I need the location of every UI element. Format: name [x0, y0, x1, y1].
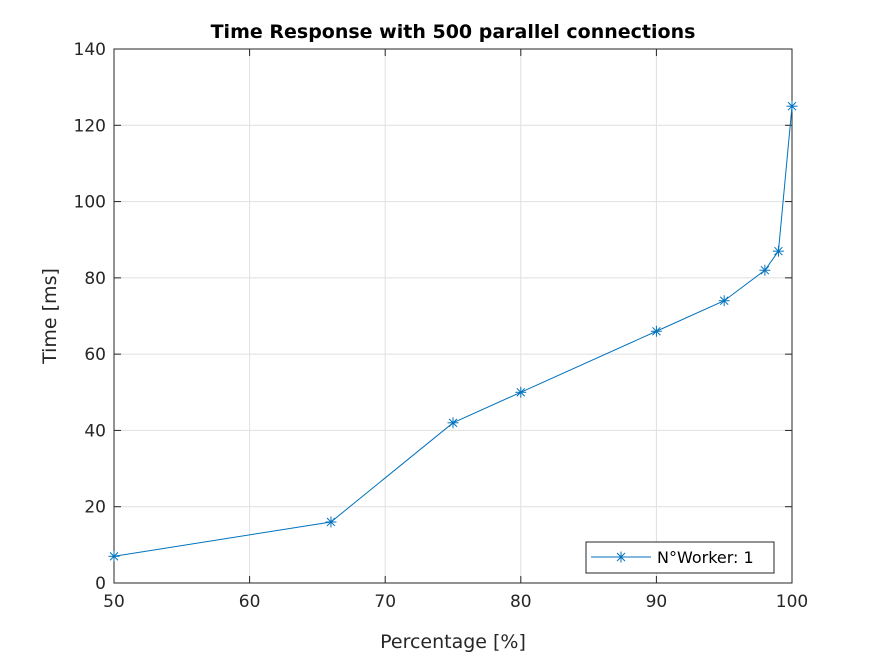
y-tick-label: 80	[84, 269, 106, 289]
data-point	[650, 325, 662, 337]
marker-stroke	[760, 265, 770, 275]
legend-marker-glyph	[615, 551, 627, 563]
y-tick-label: 0	[95, 574, 106, 594]
series-layer	[108, 100, 798, 562]
y-tick-label: 60	[84, 345, 106, 365]
y-tick-label: 40	[84, 421, 106, 441]
y-tick-label: 120	[74, 116, 106, 136]
x-tick-label: 60	[239, 592, 261, 612]
marker-stroke	[652, 326, 661, 336]
y-axis-title: Time [ms]	[39, 268, 61, 365]
marker-stroke	[719, 296, 729, 306]
x-tick-label: 100	[776, 592, 808, 612]
legend: N°Worker: 1	[585, 541, 775, 574]
marker-stroke	[516, 387, 526, 397]
y-tick-label: 140	[74, 40, 106, 60]
x-tick-label: 70	[374, 592, 396, 612]
marker-stroke	[774, 246, 783, 256]
x-axis-title: Percentage [%]	[380, 631, 526, 653]
data-point	[718, 295, 730, 307]
legend-asterisk-marker	[615, 551, 627, 563]
marker-stroke	[616, 552, 626, 562]
marker-stroke	[787, 101, 797, 111]
y-tick-label: 100	[74, 193, 106, 213]
data-point	[108, 550, 120, 562]
x-tick-label: 80	[510, 592, 532, 612]
marker-stroke	[326, 517, 336, 527]
marker-stroke	[448, 418, 458, 428]
legend-label: N°Worker: 1	[657, 548, 754, 567]
plot-area-frame	[113, 48, 793, 584]
data-point	[447, 417, 459, 429]
data-point	[772, 245, 784, 257]
data-point	[759, 264, 771, 276]
axis-ticks: 50 60 70 80 90 100 0 20 40 60 80 100 120 140	[74, 40, 809, 612]
series-line	[113, 106, 793, 557]
data-point	[515, 386, 527, 398]
marker-stroke	[109, 551, 119, 561]
x-tick-label: 50	[103, 592, 125, 612]
chart-title: Time Response with 500 parallel connecti…	[211, 21, 696, 43]
x-tick-label: 90	[646, 592, 668, 612]
y-tick-label: 20	[84, 498, 106, 518]
data-point	[325, 516, 337, 528]
data-point	[786, 100, 798, 112]
